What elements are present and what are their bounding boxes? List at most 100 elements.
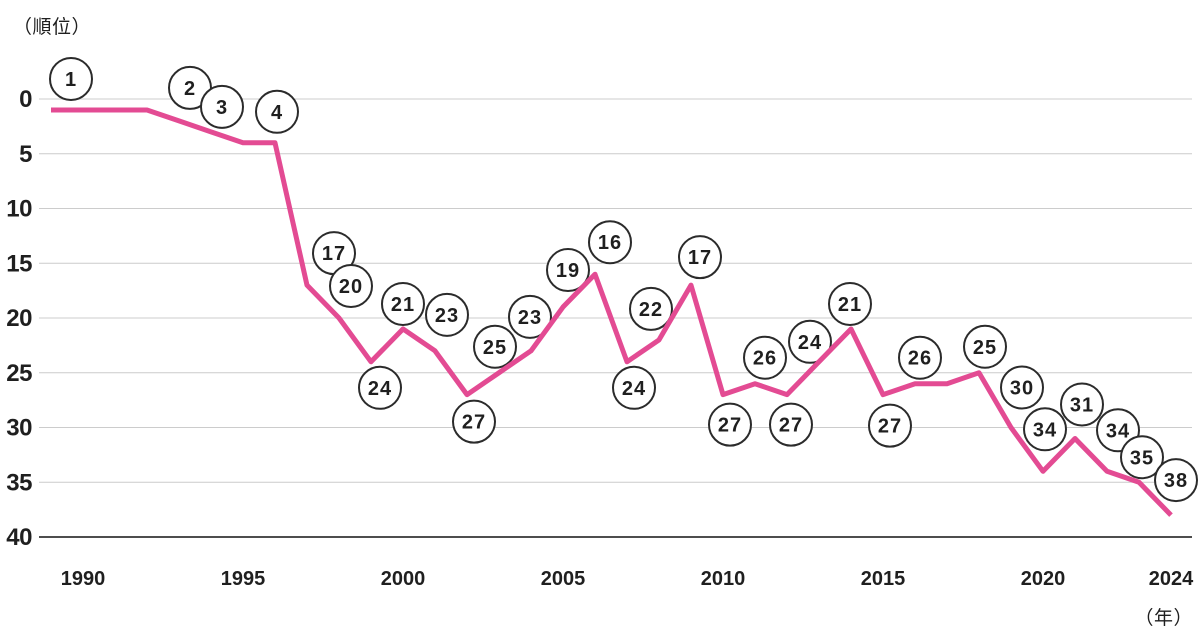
data-point-label: 31 — [1060, 382, 1104, 427]
data-point-label: 16 — [588, 220, 632, 265]
data-point-label-circle — [1000, 365, 1044, 410]
data-point-label-value: 16 — [598, 232, 622, 254]
data-point-label-circle — [508, 294, 552, 339]
data-point-label-value: 2 — [184, 78, 196, 100]
data-point-label-circle — [381, 281, 425, 326]
data-point-label-value: 38 — [1164, 470, 1188, 492]
data-point-label: 38 — [1154, 458, 1198, 503]
data-point-label-circle — [452, 399, 496, 444]
data-point-label-circle — [868, 403, 912, 448]
data-point-label-circle — [963, 324, 1007, 369]
data-point-label-circle — [1023, 407, 1067, 452]
x-axis-unit-label: （年） — [1134, 608, 1193, 629]
data-point-label: 22 — [629, 286, 673, 331]
data-point-label-value: 19 — [556, 260, 580, 282]
data-point-label-circle — [769, 402, 813, 447]
data-point-label: 2 — [168, 65, 212, 110]
data-point-label-circle — [1120, 435, 1164, 480]
data-point-label: 23 — [508, 294, 552, 339]
data-point-label-circle — [358, 365, 402, 410]
data-point-label-circle — [588, 220, 632, 265]
data-point-label-circle — [788, 319, 832, 364]
data-point-label: 19 — [546, 248, 590, 293]
x-axis-tick-label: 2020 — [1021, 568, 1066, 590]
data-point-label: 27 — [708, 402, 752, 447]
data-point-label-value: 34 — [1106, 420, 1130, 442]
data-point-label-value: 30 — [1010, 378, 1034, 400]
data-point-label-value: 23 — [435, 305, 459, 327]
data-point-label: 21 — [828, 281, 872, 326]
data-point-label-value: 34 — [1033, 419, 1057, 441]
data-point-label-circle — [678, 235, 722, 280]
y-axis-tick-label: 15 — [6, 250, 32, 277]
data-point-label-value: 21 — [838, 294, 862, 316]
y-axis-tick-label: 20 — [6, 305, 32, 332]
y-axis-unit-label: （順位） — [13, 17, 92, 38]
x-axis-tick-label: 2024 — [1149, 568, 1194, 590]
data-point-label-circle — [473, 324, 517, 369]
y-axis-tick-label: 30 — [6, 415, 32, 442]
data-point-label-circle — [708, 402, 752, 447]
data-point-label-value: 24 — [368, 378, 392, 400]
data-point-label-circle — [425, 292, 469, 337]
data-point-label: 24 — [358, 365, 402, 410]
data-point-label-circle — [743, 335, 787, 380]
data-point-label-circle — [255, 89, 299, 134]
data-point-label: 30 — [1000, 365, 1044, 410]
data-point-label-value: 17 — [322, 243, 346, 265]
data-point-label: 34 — [1023, 407, 1067, 452]
data-point-label: 3 — [200, 84, 244, 129]
ranking-line-series — [51, 107, 1173, 517]
data-point-label: 27 — [868, 403, 912, 448]
data-point-label-value: 17 — [688, 247, 712, 269]
data-point-label-circle — [200, 84, 244, 129]
data-point-label: 27 — [452, 399, 496, 444]
x-axis-tick-label: 1990 — [61, 568, 106, 590]
y-axis-tick-label: 10 — [6, 196, 32, 223]
data-point-label: 1 — [49, 56, 93, 101]
y-axis-tick-label: 40 — [6, 524, 32, 551]
data-point-label-value: 27 — [878, 416, 902, 438]
data-point-label-value: 24 — [622, 378, 646, 400]
data-point-label-value: 27 — [718, 415, 742, 437]
data-point-label-value: 26 — [908, 348, 932, 370]
y-axis-tick-label: 0 — [19, 86, 32, 113]
data-point-label-value: 22 — [639, 299, 663, 321]
data-point-label: 4 — [255, 89, 299, 134]
data-point-label-value: 25 — [973, 337, 997, 359]
data-point-label-value: 26 — [753, 348, 777, 370]
data-point-label-circle — [612, 365, 656, 410]
x-axis-tick-label: 2005 — [541, 568, 586, 590]
data-point-label-value: 27 — [779, 415, 803, 437]
data-point-label: 21 — [381, 281, 425, 326]
data-point-label: 20 — [329, 264, 373, 308]
data-point-label: 24 — [612, 365, 656, 410]
data-point-label-value: 23 — [518, 307, 542, 329]
data-point-label-circle — [49, 56, 93, 101]
data-point-label-circle — [329, 264, 373, 308]
x-axis-tick-label: 1995 — [221, 568, 266, 590]
data-point-label-value: 3 — [216, 97, 228, 119]
x-axis-tick-label: 2010 — [701, 568, 746, 590]
data-point-label: 25 — [473, 324, 517, 369]
data-point-label-circle — [546, 248, 590, 293]
data-point-label-circle — [828, 281, 872, 326]
data-point-label-circle — [1060, 382, 1104, 427]
y-axis-tick-label: 35 — [6, 469, 32, 496]
data-point-label-circle — [1154, 458, 1198, 503]
data-point-label-value: 31 — [1070, 394, 1094, 416]
data-point-label-value: 1 — [65, 69, 77, 91]
data-point-label-value: 35 — [1130, 447, 1154, 469]
data-point-label: 24 — [788, 319, 832, 364]
data-point-label-value: 20 — [339, 276, 363, 298]
data-point-label-value: 27 — [462, 412, 486, 434]
data-point-label-value: 24 — [798, 332, 822, 354]
data-point-label: 17 — [678, 235, 722, 280]
data-point-label-circle — [898, 335, 942, 380]
data-point-label-value: 25 — [483, 337, 507, 359]
data-point-label: 23 — [425, 292, 469, 337]
data-point-label: 35 — [1120, 435, 1164, 480]
x-axis-tick-label: 2015 — [861, 568, 906, 590]
